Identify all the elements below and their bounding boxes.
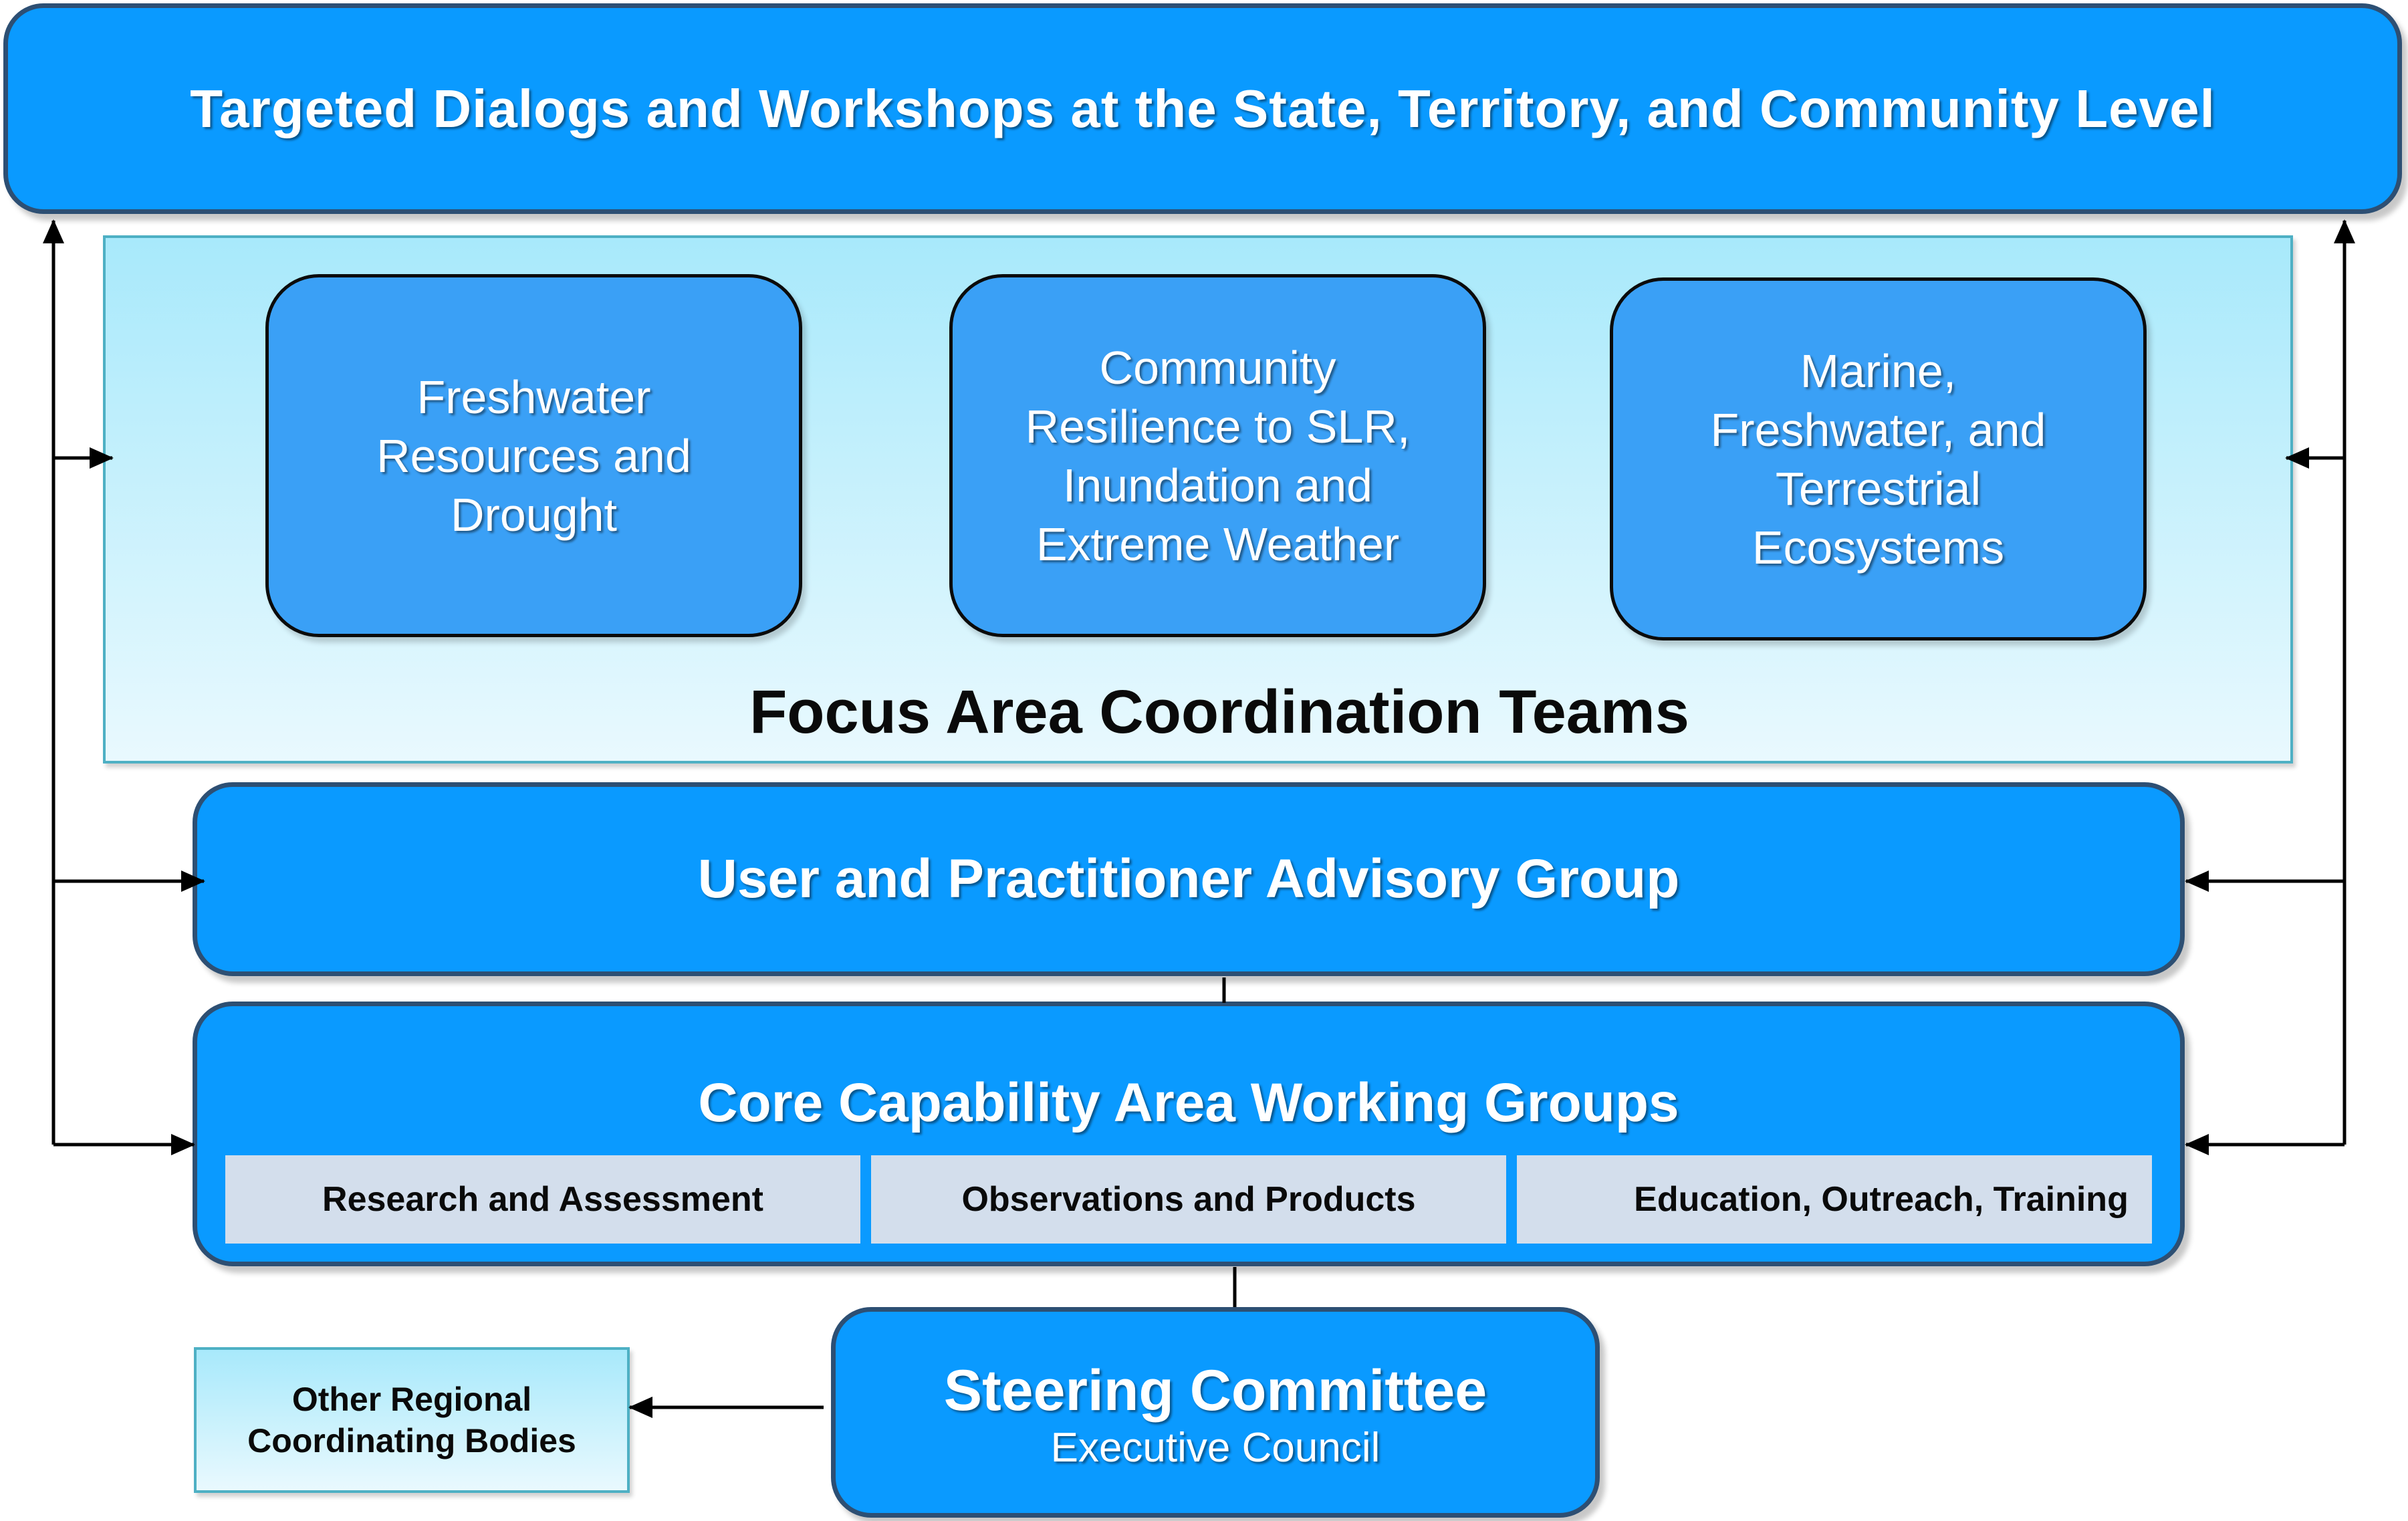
focus-team-ecosystems: Marine, Freshwater, and Terrestrial Ecos…	[1610, 277, 2147, 640]
capability-research-assessment: Research and Assessment	[225, 1155, 860, 1244]
steering-committee-subtitle: Executive Council	[1050, 1424, 1380, 1471]
steering-committee-box	[831, 1307, 1600, 1518]
advisory-group-box: User and Practitioner Advisory Group	[193, 782, 2185, 976]
capability-education-outreach: Education, Outreach, Training	[1517, 1155, 2152, 1244]
left-connector	[43, 219, 205, 1155]
focus-team-label: Marine, Freshwater, and Terrestrial Ecos…	[1710, 344, 2046, 574]
focus-team-label: Community Resilience to SLR, Inundation …	[1025, 341, 1411, 570]
top-banner-title: Targeted Dialogs and Workshops at the St…	[190, 78, 2215, 138]
steering-committee-title: Steering Committee	[943, 1358, 1487, 1423]
other-regional-bodies-label: Other Regional Coordinating Bodies	[247, 1381, 576, 1459]
top-banner: Targeted Dialogs and Workshops at the St…	[3, 3, 2402, 214]
other-regional-bodies-box: Other Regional Coordinating Bodies	[194, 1347, 630, 1493]
focus-team-label: Freshwater Resources and Drought	[376, 370, 691, 541]
right-connector	[2185, 219, 2355, 1155]
core-capability-title: Core Capability Area Working Groups	[698, 1072, 1679, 1133]
focus-team-freshwater-resources: Freshwater Resources and Drought	[265, 274, 802, 637]
focus-area-caption: Focus Area Coordination Teams	[749, 677, 1689, 746]
focus-team-community-resilience: Community Resilience to SLR, Inundation …	[949, 274, 1486, 637]
capability-observations-products: Observations and Products	[871, 1155, 1506, 1244]
advisory-group-title: User and Practitioner Advisory Group	[697, 848, 1680, 909]
